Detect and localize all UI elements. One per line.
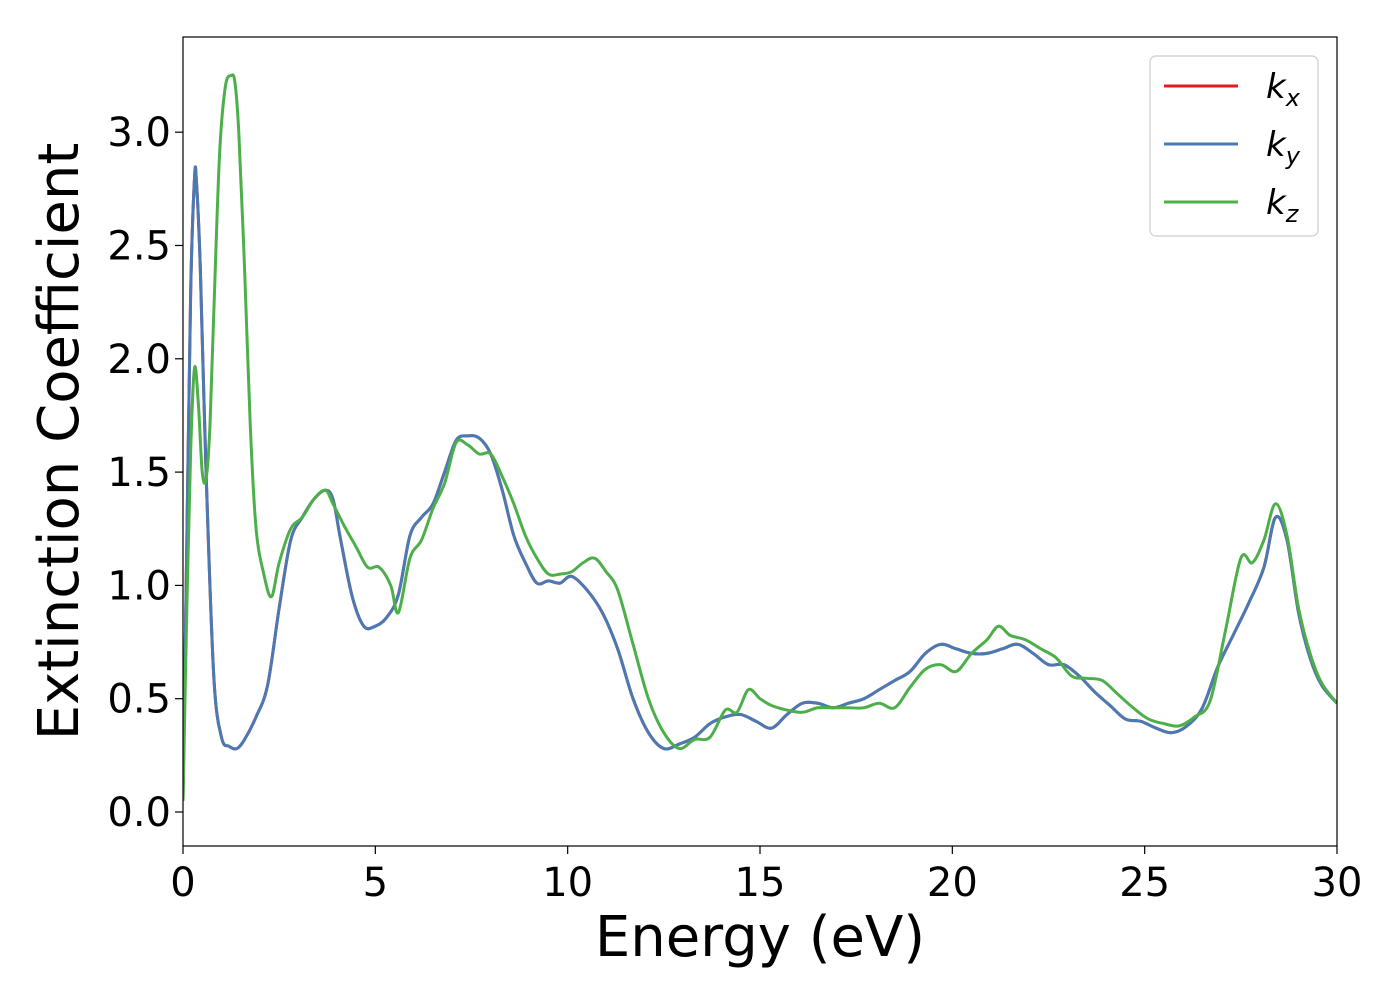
- legend: kx ky kz: [1149, 55, 1319, 237]
- series-line-kx: [183, 165, 1337, 801]
- x-tick-label: 20: [927, 860, 978, 906]
- legend-box: [1149, 55, 1319, 237]
- x-axis-title: Energy (eV): [595, 905, 925, 970]
- y-tick-label: 0.5: [107, 677, 171, 723]
- x-tick-label: 10: [542, 860, 593, 906]
- x-tick-label: 0: [170, 860, 195, 906]
- y-tick-label: 1.5: [107, 450, 171, 496]
- x-tick-label: 15: [735, 860, 786, 906]
- legend-label-kz: kz: [1266, 183, 1300, 228]
- x-tick-label: 30: [1312, 860, 1363, 906]
- series-lines: [183, 73, 1337, 801]
- legend-label-ky: ky: [1266, 125, 1301, 170]
- x-tick-label: 25: [1119, 860, 1170, 906]
- legend-label-kx: kx: [1266, 67, 1301, 112]
- series-line-ky: [183, 165, 1337, 801]
- y-tick-label: 0.0: [107, 790, 171, 836]
- y-tick-label: 2.5: [107, 223, 171, 269]
- y-tick-label: 2.0: [107, 337, 171, 383]
- y-tick-label: 3.0: [107, 110, 171, 156]
- x-tick-label: 5: [363, 860, 388, 906]
- series-line-kz: [183, 73, 1337, 801]
- y-axis-title: Extinction Coefficient: [27, 143, 92, 741]
- y-tick-label: 1.0: [107, 563, 171, 609]
- axes: 0 5 10 15 20 25 30 0.0 0.5 1.0 1.5 2.0 2.5 3.0 Energy …: [27, 36, 1363, 970]
